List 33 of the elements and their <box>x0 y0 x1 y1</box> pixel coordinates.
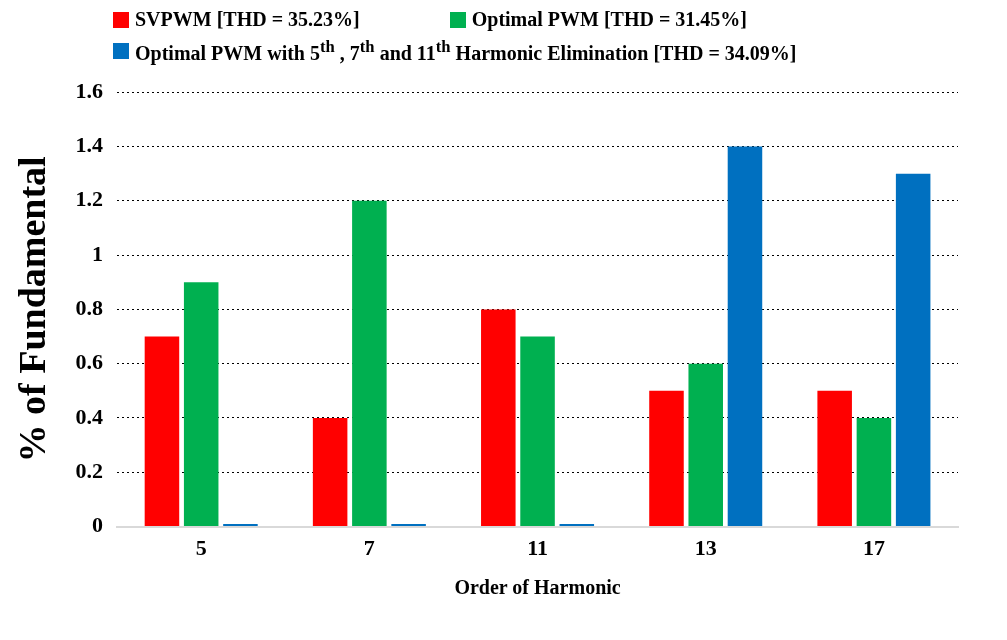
y-tick-label: 0 <box>92 511 104 537</box>
y-tick-label: 1.4 <box>75 131 104 157</box>
y-tick-label: 0.2 <box>75 457 104 483</box>
legend-label: SVPWM [THD = 35.23%] <box>135 8 360 31</box>
bar <box>649 390 684 526</box>
legend-label: Optimal PWM with 5$^{th}$ , 7$^{th}$ and 11$^{th}$ Harmonic Elimination [THD = 34.09%] <box>135 37 797 65</box>
y-tick-label: 1 <box>92 240 104 266</box>
bar <box>223 523 258 526</box>
y-tick-label: 0.4 <box>75 403 104 429</box>
bar <box>352 200 387 526</box>
bar <box>183 281 219 526</box>
y-tick-label: 1.6 <box>75 77 104 103</box>
x-tick-label: 5 <box>195 535 207 561</box>
x-tick-label: 11 <box>527 535 548 561</box>
bar <box>817 390 852 526</box>
x-tick-label: 7 <box>363 535 375 561</box>
y-tick-label: 0.8 <box>75 294 104 320</box>
bar <box>481 309 516 526</box>
bar <box>144 336 180 526</box>
y-tick-label: 0.6 <box>75 349 104 375</box>
bar <box>391 523 426 526</box>
x-tick-label: 17 <box>862 535 885 561</box>
bar <box>520 336 555 526</box>
y-axis-title: % of Fundamental <box>10 155 53 463</box>
bar <box>727 146 763 526</box>
bar <box>895 173 931 526</box>
y-tick-label: 1.2 <box>75 186 104 212</box>
x-tick-label: 13 <box>694 535 717 561</box>
x-axis-title: Order of Harmonic <box>454 575 621 598</box>
bar <box>688 363 723 526</box>
bar <box>312 417 348 526</box>
bar <box>856 417 892 526</box>
legend-label: Optimal PWM [THD = 31.45%] <box>471 8 747 31</box>
